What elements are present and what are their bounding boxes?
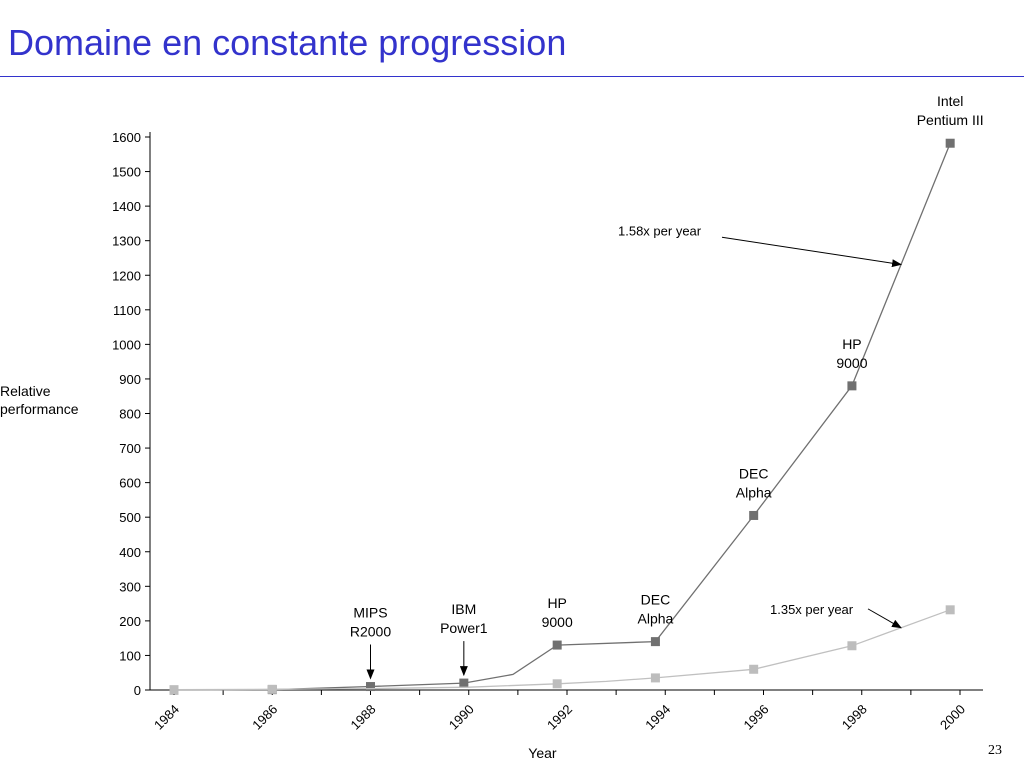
- data-point-marker: [650, 673, 660, 683]
- x-tick-label: 1992: [544, 702, 575, 733]
- page-number: 23: [988, 743, 1002, 758]
- y-axis-label-word: performance: [0, 401, 79, 417]
- data-point-marker: [749, 510, 759, 520]
- data-point-marker: [847, 641, 857, 651]
- series-line: [173, 609, 951, 691]
- y-tick-label: 700: [119, 441, 141, 456]
- y-tick-label: 1200: [112, 268, 141, 283]
- data-point-marker: [552, 640, 562, 650]
- annotation-label: MIPS: [353, 605, 387, 621]
- annotation-label: 9000: [542, 614, 573, 630]
- annotation-label: Alpha: [638, 611, 674, 627]
- data-point-marker: [945, 605, 955, 615]
- x-tick-label: 1994: [642, 702, 673, 733]
- x-axis-label: Year: [528, 745, 557, 761]
- data-point-marker: [847, 381, 857, 391]
- y-tick-label: 1500: [112, 165, 141, 180]
- x-tick-label: 2000: [937, 702, 968, 733]
- annotation-label: Intel: [937, 93, 963, 109]
- y-tick-label: 1600: [112, 130, 141, 145]
- data-point-marker: [650, 637, 660, 647]
- y-tick-label: 500: [119, 510, 141, 525]
- x-tick-label: 1996: [741, 702, 772, 733]
- y-tick-label: 900: [119, 372, 141, 387]
- y-axis-label-word: Relative: [0, 383, 51, 399]
- annotation-label: Pentium III: [917, 112, 984, 128]
- slide-title: Domaine en constante progression: [8, 22, 567, 63]
- y-tick-label: 0: [134, 683, 141, 698]
- processor-annotation: DEC Alpha: [736, 465, 772, 500]
- annotation-label: 9000: [836, 355, 867, 371]
- data-point-marker: [267, 684, 277, 694]
- y-tick-label: 400: [119, 545, 141, 560]
- data-point-marker: [945, 138, 955, 148]
- processor-annotation: IBM Power1: [440, 601, 488, 677]
- growth-rate-arrow: [721, 236, 903, 268]
- annotations: MIPS R2000 IBM Power1 HP 9000 DEC Alpha DEC Alpha…: [350, 93, 984, 680]
- y-tick-label: 1300: [112, 234, 141, 249]
- y-tick-label: 1000: [112, 337, 141, 352]
- processor-annotation: DEC Alpha: [638, 592, 674, 627]
- y-tick-label: 100: [119, 648, 141, 663]
- growth-rate-annotation: 1.35x per year: [770, 602, 902, 629]
- annotation-label: Alpha: [736, 484, 772, 500]
- series-2: [169, 605, 955, 695]
- axes: 0 100 200 300 400 500 600 700 800 900 1000 1100 1200…: [0, 130, 983, 761]
- annotation-label: Power1: [440, 620, 488, 636]
- growth-rate-label: 1.35x per year: [770, 602, 854, 617]
- data-point-marker: [366, 682, 375, 692]
- annotation-label: HP: [842, 336, 861, 352]
- y-axis-label: Relative performance: [0, 383, 79, 417]
- growth-rate-arrow: [867, 608, 902, 629]
- series-group: [169, 138, 955, 695]
- data-point-marker: [749, 664, 759, 674]
- y-tick-label: 300: [119, 579, 141, 594]
- growth-rate-label: 1.58x per year: [618, 223, 702, 238]
- data-point-marker: [459, 678, 469, 688]
- y-tick-label: 200: [119, 614, 141, 629]
- x-tick-label: 1986: [249, 702, 280, 733]
- y-tick-label: 1400: [112, 199, 141, 214]
- annotation-label: IBM: [451, 601, 476, 617]
- x-tick-label: 1990: [446, 702, 477, 733]
- annotation-label: DEC: [641, 592, 671, 608]
- data-point-marker: [169, 685, 179, 695]
- x-tick-label: 1984: [151, 702, 182, 733]
- series-line: [173, 142, 951, 691]
- data-point-marker: [552, 679, 562, 689]
- processor-annotation: MIPS R2000: [350, 605, 391, 680]
- processor-annotation: Intel Pentium III: [917, 93, 984, 128]
- annotation-label: HP: [547, 595, 566, 611]
- y-tick-label: 600: [119, 476, 141, 491]
- annotation-label: R2000: [350, 624, 391, 640]
- x-tick-label: 1988: [348, 702, 379, 733]
- x-tick-label: 1998: [839, 702, 870, 733]
- y-tick-label: 1100: [113, 303, 141, 318]
- growth-rate-annotation: 1.58x per year: [618, 223, 903, 268]
- processor-annotation: HP 9000: [836, 336, 867, 371]
- y-tick-label: 800: [119, 407, 141, 422]
- processor-annotation: HP 9000: [542, 595, 573, 630]
- annotation-label: DEC: [739, 465, 769, 481]
- title-divider: [0, 76, 1024, 77]
